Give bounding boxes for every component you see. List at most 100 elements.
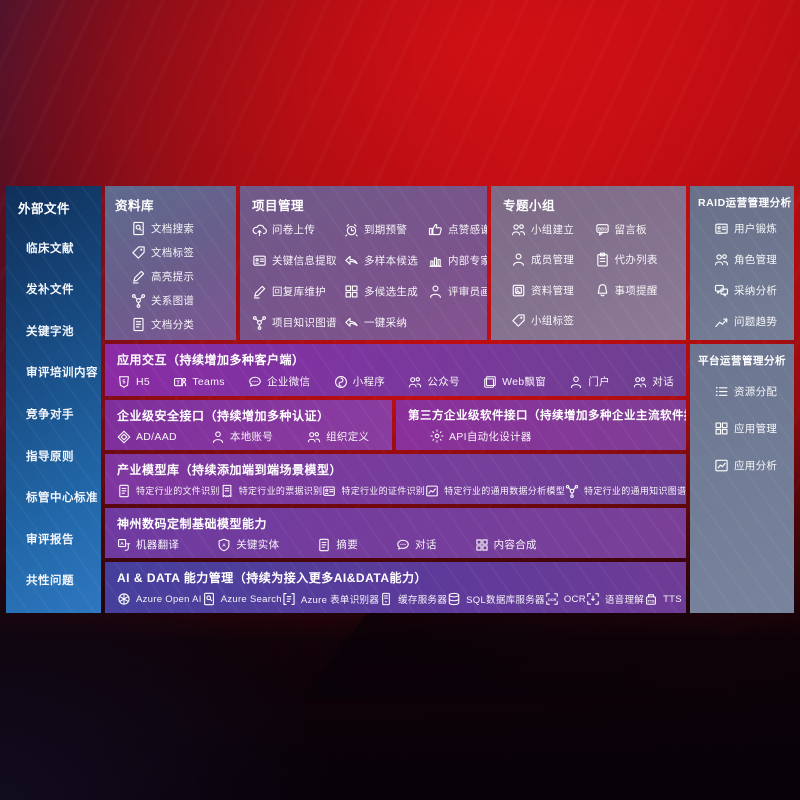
feature-label: 点赞感谢: [448, 224, 487, 236]
grid-icon: [714, 421, 729, 436]
feature-item: Azure Open AI: [117, 592, 202, 606]
band-title-app-interaction: 应用交互（持续增加多种客户端）: [117, 353, 305, 367]
feature-item: 点赞感谢: [428, 222, 487, 237]
feature-label: Azure 表单识别器: [300, 595, 380, 606]
feature-label: H5: [136, 375, 151, 388]
feature-label: AD/AAD: [136, 430, 177, 443]
third-party-items: API自动化设计器: [408, 427, 674, 445]
feature-item: 项目知识图谱: [252, 315, 344, 330]
feature-item: 对话: [633, 374, 674, 389]
feature-label: 特定行业的证件识别: [341, 486, 426, 496]
feature-label: 文档标签: [151, 247, 195, 259]
industry-models-items: 特定行业的文件识别 特定行业的票据识别 特定行业的证件识别 特定行业的通用数据分析模型…: [117, 482, 686, 499]
arrow-icon: [344, 315, 359, 330]
feature-label: Azure Open AI: [136, 593, 202, 605]
feature-label: 多样本候选: [364, 255, 418, 267]
band-third-party-api: 第三方企业级软件接口（持续增加多种企业主流软件接口） API自动化设计器: [396, 400, 686, 450]
feature-label: Azure Search: [220, 593, 282, 605]
feature-item: 关键信息提取: [252, 253, 344, 268]
form-icon: [282, 592, 296, 606]
feature-label: 小程序: [352, 376, 386, 388]
feature-item: API自动化设计器: [430, 429, 532, 444]
mini-icon: [334, 375, 348, 389]
feature-item: 对话: [396, 537, 437, 552]
feature-label: 资料管理: [531, 284, 575, 297]
person-icon: [511, 252, 526, 267]
feature-item: 一键采纳: [344, 315, 428, 330]
feature-label: 关键实体: [236, 539, 280, 551]
band-industry-models: 产业模型库（持续添加端到端场景模型） 特定行业的文件识别 特定行业的票据识别 特定行…: [105, 454, 686, 504]
wechat-icon: [248, 375, 262, 389]
tts-icon: TTS: [644, 592, 658, 606]
feature-label: 代办列表: [614, 254, 658, 267]
docsearch-icon: [131, 221, 146, 236]
feature-label: 采纳分析: [734, 284, 778, 297]
feature-item: 文档标签: [131, 245, 230, 260]
svg-text:TTS: TTS: [648, 599, 655, 603]
sidebar-item: 指导原则: [26, 450, 74, 463]
feature-item: 小组标签: [511, 313, 595, 328]
feature-item: 用户锻炼: [714, 221, 790, 236]
h5-icon: 5: [117, 375, 131, 389]
feature-item: 多样本候选: [344, 253, 428, 268]
card-icon: [322, 484, 336, 498]
doc-icon: [317, 538, 331, 552]
band-title-base-models: 神州数码定制基础模型能力: [117, 517, 268, 531]
feature-label: 小组标签: [531, 315, 575, 328]
network-icon: [252, 315, 267, 330]
feature-item: BBS 留言板: [595, 222, 679, 237]
feature-item: 门户: [569, 374, 610, 389]
svg-text:A: A: [120, 541, 124, 547]
feature-item: 小组建立: [511, 222, 595, 237]
tag-icon: [131, 245, 146, 260]
person-icon: [428, 284, 443, 299]
feature-label: 公众号: [427, 376, 460, 388]
feature-item: OCR OCR: [545, 592, 586, 606]
feature-item: 问卷上传: [252, 222, 344, 237]
trend-icon: [714, 314, 729, 329]
platform-items: 资源分配 应用管理 应用分析: [698, 368, 790, 607]
feature-label: 资源分配: [734, 386, 778, 398]
feature-label: 应用管理: [734, 423, 778, 435]
feature-item: 特定行业的证件识别: [322, 484, 425, 498]
sidebar-item: 标管中心标准: [26, 492, 98, 505]
bell-icon: [595, 283, 610, 298]
feature-item: 本地账号: [211, 429, 273, 444]
teams-icon: T: [173, 375, 187, 389]
feature-item: SQL数据库服务器: [447, 592, 545, 606]
feature-label: 文档分类: [151, 319, 195, 331]
receipt-icon: [220, 484, 234, 498]
band-base-models: 神州数码定制基础模型能力 A 机器翻译 A 关键实体 摘要 对话 内容合成: [105, 508, 686, 558]
feature-label: 文档搜索: [151, 223, 195, 235]
feature-item: 成员管理: [511, 252, 595, 267]
feature-item: 代办列表: [595, 252, 679, 267]
feature-label: 对话: [652, 376, 674, 388]
chartcard-icon: [425, 484, 439, 498]
sidebar-item: 临床文献: [26, 242, 74, 255]
feature-item: 应用管理: [714, 421, 790, 436]
panel-title-platform: 平台运营管理分析: [698, 355, 786, 367]
arrow-icon: [344, 253, 359, 268]
shieldA-icon: A: [217, 538, 231, 552]
laptop-base-bar: [348, 665, 644, 678]
feature-item: Azure Search: [202, 592, 282, 606]
people-icon: [714, 252, 729, 267]
feature-item: AD/AAD: [117, 430, 177, 444]
svg-text:5: 5: [123, 379, 126, 385]
feature-item: A 关键实体: [217, 537, 279, 552]
feature-item: 特定行业的文件识别: [117, 484, 220, 498]
feature-item: Azure 表单识别器: [282, 592, 379, 606]
docsearch-icon: [202, 592, 216, 606]
svg-text:BBS: BBS: [598, 226, 607, 231]
panel-title-external-files: 外部文件: [18, 202, 71, 216]
diamond-icon: [117, 430, 131, 444]
feature-label: 摘要: [336, 539, 359, 551]
feature-label: 问卷上传: [272, 224, 316, 236]
card-icon: [714, 221, 729, 236]
feature-item: 小程序: [334, 374, 385, 389]
network-icon: [565, 484, 579, 498]
band-ai-data: AI & DATA 能力管理（持续为接入更多AI&DATA能力） Azure O…: [105, 562, 686, 613]
official-icon: [408, 375, 422, 389]
